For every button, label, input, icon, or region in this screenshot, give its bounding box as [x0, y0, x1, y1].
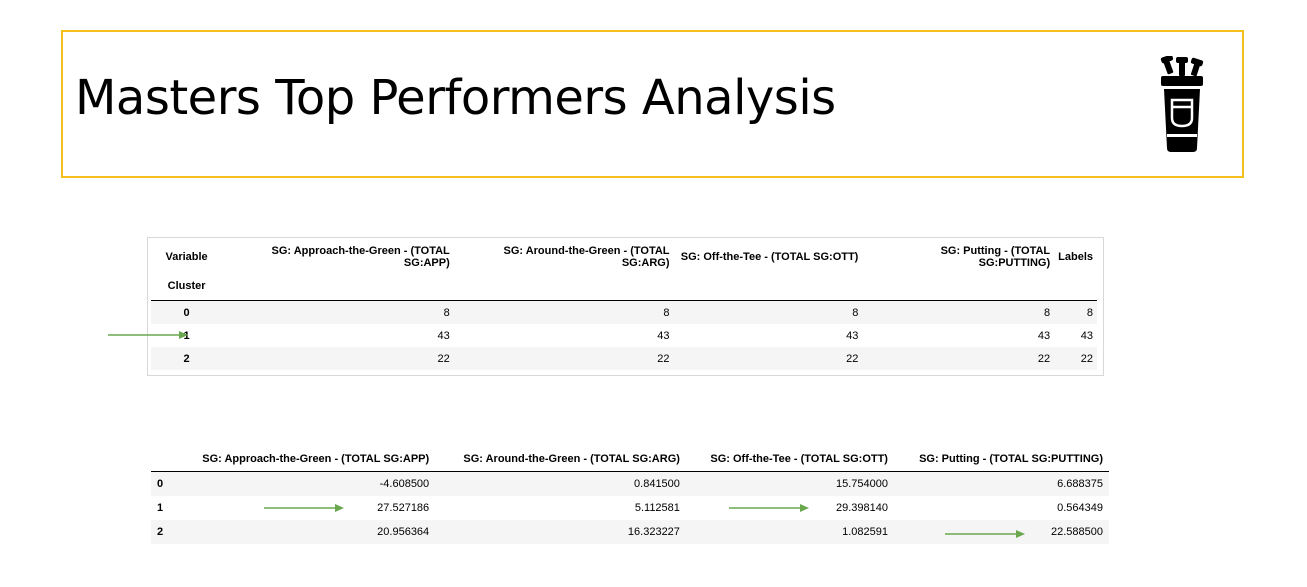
table-header-row: SG: Approach-the-Green - (TOTAL SG:APP) … — [151, 447, 1109, 472]
table-cell: 20.956364 — [377, 526, 430, 538]
row-index: 0 — [151, 300, 223, 324]
table-cell: 43 — [1080, 329, 1093, 342]
table-cell: 43 — [437, 329, 450, 342]
arrow-right-icon — [264, 504, 344, 512]
table-cell: 27.527186 — [377, 502, 430, 514]
title-box: Masters Top Performers Analysis — [61, 30, 1244, 178]
table1-frame — [147, 237, 1104, 376]
column-header: SG: Putting - (TOTAL SG:PUTTING) — [919, 453, 1103, 465]
table-cell: 8 — [862, 300, 1055, 324]
table-cell: 22 — [1037, 352, 1051, 365]
table-cell: 22.588500 — [1051, 526, 1103, 538]
table-cell: 1.082591 — [842, 526, 888, 538]
table-cell: 5.112581 — [634, 502, 680, 514]
table-row: 2 22 22 22 22 22 — [151, 347, 1097, 370]
row-index: 2 — [157, 526, 164, 538]
cluster-mean-table: SG: Approach-the-Green - (TOTAL SG:APP) … — [151, 447, 1109, 544]
corner-label: Variable — [165, 251, 208, 263]
row-index: 1 — [157, 502, 164, 514]
table-cell: 22 — [437, 352, 450, 365]
table-cell: 29.398140 — [835, 502, 888, 514]
table-row: 0 8 8 8 8 8 — [151, 300, 1097, 324]
table-cell: -4.608500 — [173, 471, 436, 496]
row-index: 2 — [183, 352, 190, 365]
column-header: SG: Around-the-Green - (TOTAL SG:ARG) — [463, 453, 680, 465]
column-header: SG: Approach-the-Green - (TOTAL SG:APP) — [202, 453, 430, 465]
cluster-count-table: Variable SG: Approach-the-Green - (TOTAL… — [151, 242, 1097, 370]
table-cell: 43 — [1037, 329, 1051, 342]
column-header: SG: Around-the-Green - (TOTAL SG:ARG) — [503, 245, 670, 269]
index-label-row: Cluster — [151, 272, 1097, 301]
table-row: 2 20.956364 16.323227 1.082591 22.588500 — [151, 520, 1109, 544]
arrow-right-icon — [729, 504, 809, 512]
table-cell: 8 — [1054, 300, 1097, 324]
column-header: SG: Off-the-Tee - (TOTAL SG:OTT) — [710, 453, 888, 465]
table-cell: 8 — [673, 300, 863, 324]
column-header: SG: Approach-the-Green - (TOTAL SG:APP) — [271, 245, 450, 269]
index-label: Cluster — [167, 280, 206, 292]
column-header: SG: Off-the-Tee - (TOTAL SG:OTT) — [680, 251, 859, 263]
table-cell: 22 — [1080, 352, 1093, 365]
table-cell: 15.754000 — [685, 471, 894, 496]
table-cell: 22 — [657, 352, 670, 365]
arrow-right-icon — [108, 331, 188, 339]
table-cell: 0.564349 — [1057, 502, 1103, 514]
golf-bag-icon — [1160, 56, 1204, 152]
column-header: SG: Putting - (TOTAL SG:PUTTING) — [940, 245, 1051, 269]
table-cell: 43 — [657, 329, 670, 342]
table-cell: 8 — [453, 300, 674, 324]
table-cell: 6.688375 — [893, 471, 1109, 496]
table-row: 1 27.527186 5.112581 29.398140 0.564349 — [151, 496, 1109, 520]
page-title: Masters Top Performers Analysis — [75, 70, 836, 126]
column-header: Labels — [1058, 251, 1093, 263]
table-cell: 8 — [222, 300, 454, 324]
table-cell: 22 — [846, 352, 859, 365]
table-row: 1 43 43 43 43 43 — [151, 324, 1097, 347]
table-row: 0 -4.608500 0.841500 15.754000 6.688375 — [151, 471, 1109, 496]
table-cell: 0.841500 — [435, 471, 686, 496]
table-cell: 16.323227 — [627, 526, 680, 538]
row-index: 0 — [151, 471, 173, 496]
arrow-right-icon — [945, 530, 1025, 538]
table-cell: 43 — [846, 329, 859, 342]
table-header-row: Variable SG: Approach-the-Green - (TOTAL… — [151, 242, 1097, 272]
